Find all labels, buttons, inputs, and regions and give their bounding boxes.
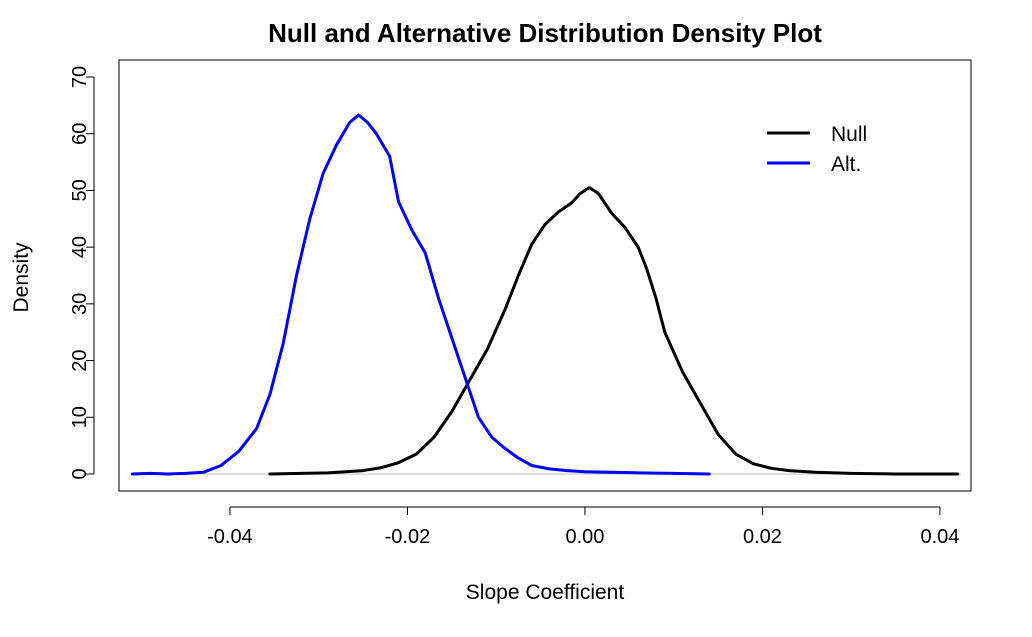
x-tick-label: 0.04 <box>920 526 959 548</box>
y-axis-label: Density <box>10 242 33 313</box>
legend-label: Alt. <box>831 153 861 176</box>
chart-title: Null and Alternative Distribution Densit… <box>268 18 822 48</box>
y-axis-label-group: Density <box>10 242 33 313</box>
x-tick-label: -0.02 <box>385 526 431 548</box>
plot-area <box>130 113 961 476</box>
legend-label: Null <box>831 123 867 146</box>
y-axis: 0 10 20 30 40 50 60 70 <box>69 66 95 480</box>
y-tick-label: 30 <box>69 293 91 315</box>
x-axis-label: Slope Coefficient <box>466 581 625 604</box>
x-tick-label: 0.02 <box>743 526 782 548</box>
y-tick-label: 50 <box>69 179 91 201</box>
y-tick-label: 20 <box>69 349 91 371</box>
series-null <box>268 186 960 476</box>
x-tick-label: 0.00 <box>565 526 604 548</box>
plot-frame <box>118 59 972 492</box>
y-tick-label: 10 <box>69 406 91 428</box>
legend: Null Alt. <box>767 123 867 176</box>
legend-item-alt: Alt. <box>767 153 861 176</box>
y-tick-label: 60 <box>69 123 91 145</box>
y-tick-label: 40 <box>69 236 91 258</box>
x-tick-label: -0.04 <box>207 526 253 548</box>
series-line-alt <box>130 113 711 476</box>
y-tick-label: 0 <box>69 468 91 479</box>
legend-item-null: Null <box>767 123 867 146</box>
series-line-null <box>268 186 960 476</box>
series-alt <box>130 113 711 476</box>
y-tick-label: 70 <box>69 66 91 88</box>
x-axis: -0.04 -0.02 0.00 0.02 0.04 <box>207 506 959 548</box>
